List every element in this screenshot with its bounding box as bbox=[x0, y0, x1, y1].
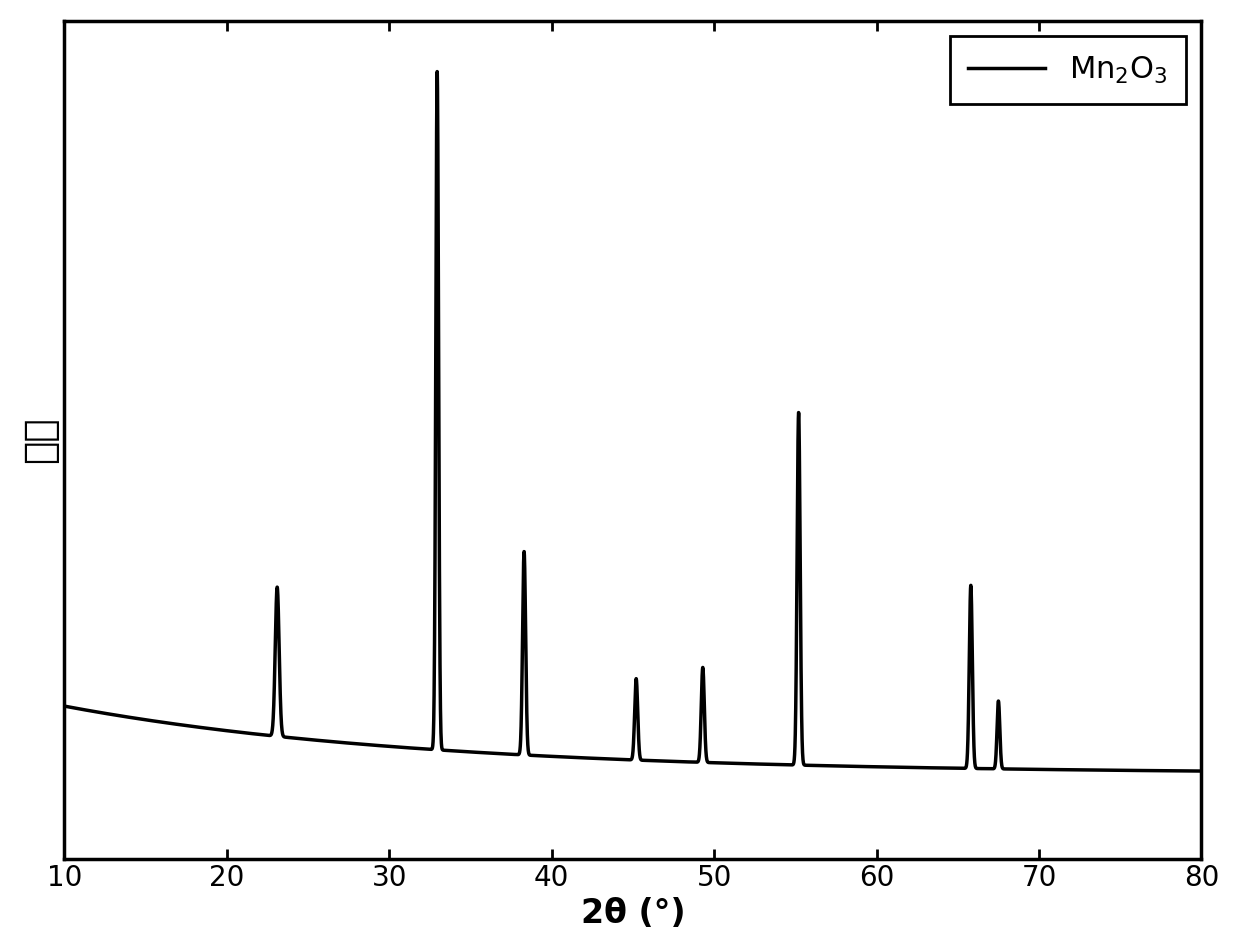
Mn$_2$O$_3$ bbox=[1194, 766, 1209, 777]
Mn$_2$O$_3$ bbox=[613, 754, 627, 766]
X-axis label: 2θ (°): 2θ (°) bbox=[580, 897, 686, 930]
Line: Mn$_2$O$_3$: Mn$_2$O$_3$ bbox=[64, 71, 1202, 771]
Mn$_2$O$_3$ bbox=[125, 712, 140, 724]
Mn$_2$O$_3$ bbox=[57, 701, 72, 712]
Legend: Mn$_2$O$_3$: Mn$_2$O$_3$ bbox=[950, 36, 1187, 104]
Y-axis label: 强度: 强度 bbox=[21, 417, 58, 463]
Mn$_2$O$_3$ bbox=[280, 731, 295, 743]
Mn$_2$O$_3$ bbox=[1133, 765, 1148, 776]
Mn$_2$O$_3$ bbox=[430, 66, 445, 77]
Mn$_2$O$_3$ bbox=[62, 702, 77, 713]
Mn$_2$O$_3$ bbox=[104, 708, 119, 720]
